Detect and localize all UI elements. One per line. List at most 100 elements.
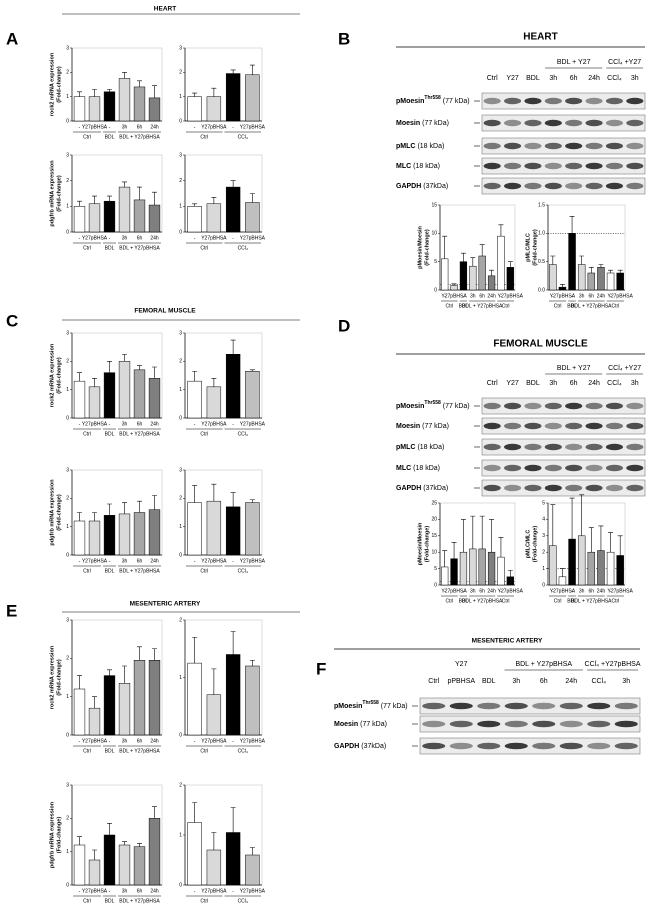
blot-lane-label: 3h — [549, 380, 557, 387]
bar — [450, 285, 458, 291]
protein-name: GAPDH — [396, 183, 421, 190]
blot-band — [565, 422, 583, 430]
y-tick-label: 1 — [179, 204, 182, 210]
blot-strip — [419, 697, 641, 715]
y-axis-label: pMoesin/Moesin — [417, 522, 423, 565]
bar — [187, 822, 202, 886]
x-tick-label: Y27pBHSA — [240, 558, 266, 564]
blot-band — [626, 97, 644, 105]
x-tick-label: - — [79, 421, 81, 427]
group-label: Ctrl — [83, 748, 91, 754]
error-bar — [192, 370, 198, 382]
x-tick-label: 6h — [479, 293, 485, 299]
blot-band — [483, 97, 501, 105]
plot-frame — [71, 332, 163, 419]
error-bar — [122, 72, 127, 79]
x-tick-label: - — [109, 421, 111, 427]
protein-size: (77 kDa) — [422, 423, 449, 430]
x-tick-label: Y27pBHSA — [550, 588, 576, 594]
x-tick-label: 6h — [137, 235, 143, 241]
blot-lane-label: Y27 — [506, 380, 519, 387]
blot-band — [544, 119, 562, 127]
x-tick-label: - — [232, 421, 234, 427]
bar — [118, 513, 131, 556]
blot-band — [524, 182, 542, 190]
x-tick-label: Y27pBHSA — [240, 738, 266, 744]
blot-band — [483, 464, 501, 472]
bar — [478, 548, 486, 586]
blot-band — [605, 464, 623, 472]
blot-row-label: Moesin (77 kDa) — [334, 721, 387, 728]
x-tick-label: Y27pBHSA — [82, 738, 108, 744]
y-axis-unit: (Fold-change) — [56, 817, 62, 854]
blot-band — [565, 142, 583, 150]
x-tick-label: - — [109, 888, 111, 894]
group-label: BDL — [105, 431, 115, 437]
x-tick-label: 24h — [150, 558, 159, 564]
blot-group-label: BDL + Y27 — [557, 59, 591, 66]
y-tick-label: 2 — [179, 617, 182, 623]
error-bar — [122, 181, 127, 188]
blot-band — [483, 484, 501, 492]
blot-band — [565, 162, 583, 170]
y-tick-label: 3 — [66, 782, 69, 788]
y-tick-label: 2 — [66, 656, 69, 662]
bar — [73, 206, 86, 233]
group-label: BDL — [567, 303, 577, 309]
bar — [587, 551, 596, 586]
y-tick-label: 1 — [179, 524, 182, 530]
error-bar — [211, 668, 217, 695]
group-label: CCl₄ — [238, 898, 248, 904]
bar — [245, 502, 260, 556]
blot-band — [614, 720, 638, 728]
error-bar — [107, 89, 112, 92]
x-tick-label: Y27pBHSA — [82, 235, 108, 241]
y-tick-label: 15 — [431, 202, 437, 208]
bar — [103, 91, 116, 122]
error-bar — [77, 512, 82, 521]
y-tick-label: 20 — [431, 517, 437, 523]
error-bar — [152, 648, 157, 661]
x-tick-label: Y27pBHSA — [240, 421, 266, 427]
bar — [187, 206, 202, 233]
blot-lane-label: Y27 — [506, 75, 519, 82]
blot-row-label: MLC (18 kDa) — [396, 465, 440, 472]
bar — [245, 202, 260, 233]
bar — [441, 258, 449, 291]
x-tick-label: 6h — [479, 588, 485, 594]
blot-band — [483, 162, 501, 170]
protein-size: (37kDa) — [361, 743, 386, 750]
x-tick-label: - — [109, 124, 111, 130]
bar — [245, 665, 260, 736]
blot-band — [587, 702, 611, 710]
error-bar — [559, 568, 565, 577]
x-tick-label: 3h — [579, 588, 585, 594]
bar — [187, 662, 202, 736]
bar — [73, 844, 86, 886]
x-tick-label: - — [444, 293, 446, 299]
x-tick-label: 3h — [122, 421, 128, 427]
group-label: Ctrl — [200, 134, 208, 140]
error-bar — [192, 802, 198, 823]
protein-name: GAPDH — [334, 743, 359, 750]
y-tick-label: 1 — [66, 849, 69, 855]
bar — [133, 846, 146, 886]
blot-band — [605, 484, 623, 492]
blot-row-label: GAPDH (37kDa) — [334, 743, 386, 750]
error-bar — [230, 69, 236, 74]
error-bar — [569, 216, 575, 234]
error-bar — [92, 696, 97, 709]
error-bar — [507, 569, 513, 577]
bar — [206, 849, 222, 886]
group-label: CCl₄ — [238, 431, 248, 437]
group-label: BDL + Y27pBHSA — [119, 134, 160, 140]
y-tick-label: 15 — [431, 533, 437, 539]
bar — [88, 203, 101, 233]
blot-band — [422, 720, 446, 728]
error-bar — [559, 284, 565, 288]
group-label: Ctrl — [554, 598, 562, 604]
x-tick-label: 24h — [597, 293, 606, 299]
protein-name: MLC — [396, 163, 411, 170]
panel-letter: C — [6, 311, 18, 330]
blot-band — [544, 443, 562, 451]
